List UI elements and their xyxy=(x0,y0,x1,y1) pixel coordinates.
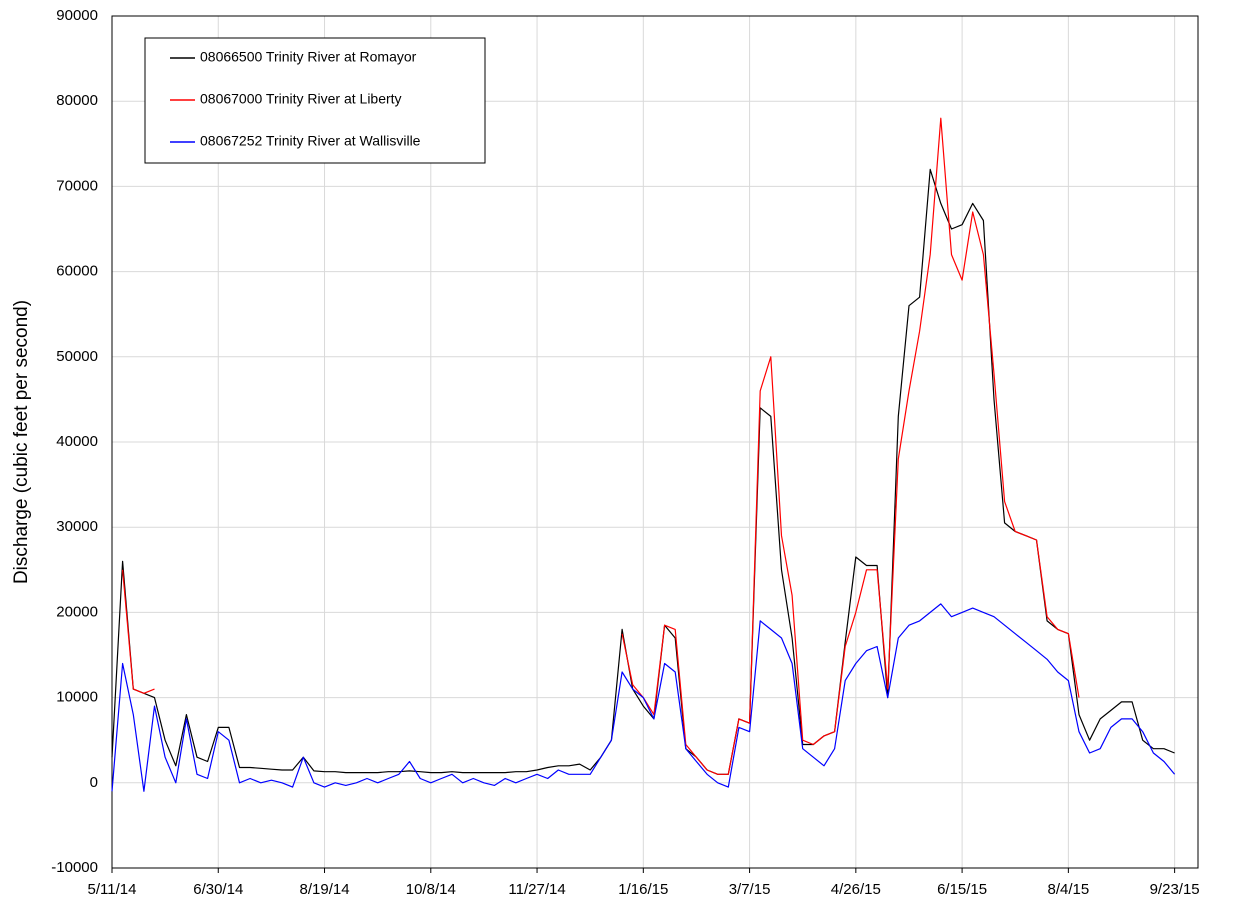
series-line xyxy=(111,168,1175,775)
legend-box xyxy=(144,37,486,164)
y-tick-label: 20000 xyxy=(56,603,98,620)
y-tick-label: 0 xyxy=(90,774,98,791)
plot-frame xyxy=(111,15,1199,869)
y-tick-label: 90000 xyxy=(56,7,98,24)
x-tick-label: 8/19/14 xyxy=(300,881,350,898)
y-tick-label: -10000 xyxy=(51,859,98,876)
y-tick-label: 50000 xyxy=(56,348,98,365)
legend-label: 08067000 Trinity River at Liberty xyxy=(200,91,402,107)
y-tick-label: 40000 xyxy=(56,433,98,450)
y-axis-label: Discharge (cubic feet per second) xyxy=(11,300,32,584)
series-line xyxy=(122,117,1080,775)
x-tick-label: 9/23/15 xyxy=(1150,881,1200,898)
y-tick-label: 30000 xyxy=(56,518,98,535)
x-tick-label: 6/30/14 xyxy=(193,881,243,898)
x-tick-label: 4/26/15 xyxy=(831,881,881,898)
y-tick-label: 10000 xyxy=(56,689,98,706)
legend-label: 08066500 Trinity River at Romayor xyxy=(200,49,417,65)
x-tick-label: 8/4/15 xyxy=(1048,881,1090,898)
y-tick-label: 60000 xyxy=(56,263,98,280)
y-tick-label: 80000 xyxy=(56,92,98,109)
x-tick-label: 10/8/14 xyxy=(406,881,456,898)
x-tick-label: 6/15/15 xyxy=(937,881,987,898)
x-tick-label: 1/16/15 xyxy=(618,881,668,898)
x-tick-label: 3/7/15 xyxy=(729,881,771,898)
x-tick-label: 5/11/14 xyxy=(88,881,137,898)
x-tick-label: 11/27/14 xyxy=(508,881,565,898)
y-tick-label: 70000 xyxy=(56,177,98,194)
series-line xyxy=(111,603,1176,792)
legend-label: 08067252 Trinity River at Wallisville xyxy=(200,133,421,149)
